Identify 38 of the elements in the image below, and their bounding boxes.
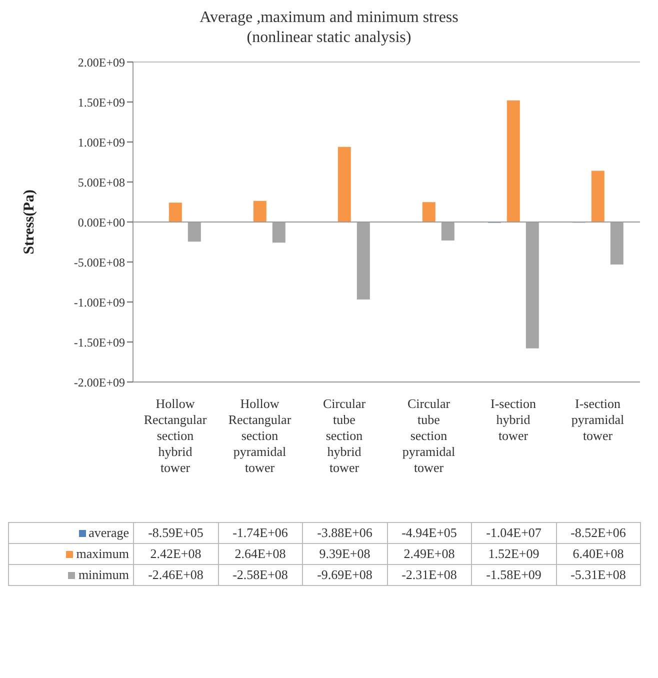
- y-tick-label: 1.50E+09: [78, 95, 125, 110]
- x-tick-label: I-section hybrid tower: [490, 396, 536, 443]
- x-tick-label: Hollow Rectangular section pyramidal tower: [228, 396, 292, 475]
- data-label: -9.69E+08: [302, 564, 387, 586]
- y-tick-label: 2.00E+09: [78, 55, 125, 70]
- y-tick-label: -2.00E+09: [74, 375, 125, 390]
- data-label: 2.49E+08: [387, 544, 472, 564]
- data-label: 1.52E+09: [472, 544, 556, 564]
- y-tick-label: 5.00E+08: [78, 175, 125, 190]
- data-label: -8.59E+05: [134, 522, 218, 544]
- data-label: -2.31E+08: [387, 564, 472, 586]
- y-tick-label: -1.50E+09: [74, 335, 125, 350]
- y-tick-label: 0.00E+00: [78, 215, 125, 230]
- y-tick-label: -5.00E+08: [74, 255, 125, 270]
- data-label: 2.42E+08: [134, 544, 218, 564]
- chart-title: Average ,maximum and minimum stress (nonlinear static analysis): [198, 8, 460, 48]
- data-label: -3.88E+06: [302, 522, 387, 544]
- data-label: -1.04E+07: [472, 522, 556, 544]
- legend-label: maximum: [8, 544, 134, 564]
- legend-label: minimum: [8, 564, 134, 586]
- y-axis-title: Stress(Pa): [21, 190, 38, 254]
- data-label: -8.52E+06: [556, 522, 640, 544]
- data-label: -5.31E+08: [556, 564, 640, 586]
- data-label: 9.39E+08: [302, 544, 387, 564]
- y-tick-label: 1.00E+09: [78, 135, 125, 150]
- x-tick-label: Circular tube section pyramidal tower: [402, 396, 456, 475]
- y-tick-label: -1.00E+09: [74, 295, 125, 310]
- data-label: -1.74E+06: [218, 522, 302, 544]
- legend-label: average: [8, 522, 134, 544]
- data-label: -2.58E+08: [218, 564, 302, 586]
- data-label: 6.40E+08: [556, 544, 640, 564]
- data-label: -1.58E+09: [472, 564, 556, 586]
- x-tick-label: I-section pyramidal tower: [571, 396, 624, 443]
- x-tick-label: Circular tube section hybrid tower: [322, 396, 366, 475]
- data-label: 2.64E+08: [218, 544, 302, 564]
- data-label: -2.46E+08: [134, 564, 218, 586]
- x-tick-label: Hollow Rectangular section hybrid tower: [144, 396, 208, 475]
- data-label: -4.94E+05: [387, 522, 472, 544]
